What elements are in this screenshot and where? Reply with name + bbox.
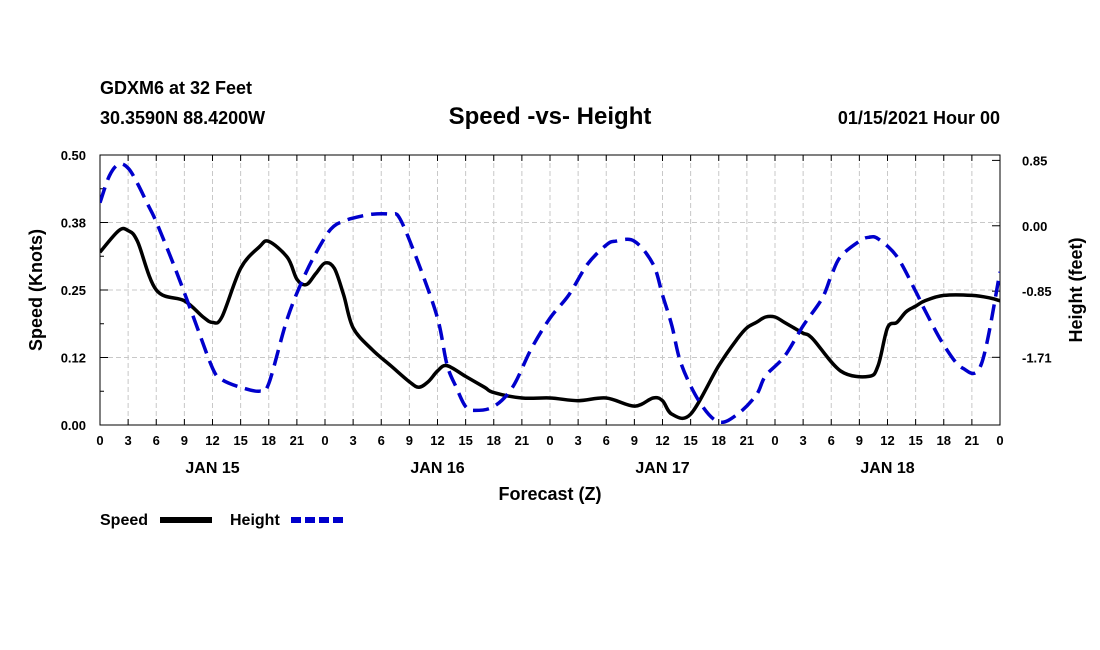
x-day-label: JAN 17	[635, 460, 689, 477]
x-tick-label: 18	[712, 433, 726, 448]
x-tick-label: 12	[655, 433, 669, 448]
x-tick-label: 18	[262, 433, 276, 448]
x-tick-label: 6	[378, 433, 385, 448]
series-line-speed	[100, 226, 1000, 421]
x-axis-label: Forecast (Z)	[498, 484, 601, 504]
x-tick-label: 0	[996, 433, 1003, 448]
x-tick-label: 12	[880, 433, 894, 448]
station-label: GDXM6 at 32 Feet	[100, 78, 252, 98]
x-day-label: JAN 18	[860, 460, 914, 477]
x-tick-label: 3	[575, 433, 582, 448]
legend: Speed Height	[100, 512, 343, 529]
x-tick-label: 3	[800, 433, 807, 448]
location-label: 30.3590N 88.4200W	[100, 108, 265, 128]
y-tick-label: 0.38	[61, 216, 86, 231]
y-axis-label: Speed (Knots)	[26, 229, 46, 351]
x-tick-label: 9	[406, 433, 413, 448]
x-tick-label: 15	[908, 433, 922, 448]
x-day-label: JAN 15	[185, 460, 239, 477]
x-tick-label: 12	[205, 433, 219, 448]
x-tick-label: 0	[321, 433, 328, 448]
x-tick-label: 18	[487, 433, 501, 448]
series-line-height	[100, 162, 1000, 425]
x-day-label: JAN 16	[410, 460, 464, 477]
x-tick-label: 21	[290, 433, 304, 448]
y2-axis-label: Height (feet)	[1066, 238, 1086, 343]
x-tick-label: 21	[740, 433, 754, 448]
y-tick-label: 0.12	[61, 351, 86, 366]
legend-speed-label: Speed	[100, 512, 148, 529]
x-tick-label: 9	[856, 433, 863, 448]
x-tick-label: 15	[458, 433, 472, 448]
x-tick-label: 15	[683, 433, 697, 448]
x-tick-label: 3	[125, 433, 132, 448]
y2-tick-label: -1.71	[1022, 350, 1052, 365]
run-time-label: 01/15/2021 Hour 00	[838, 108, 1000, 128]
x-tick-label: 0	[771, 433, 778, 448]
x-tick-label: 9	[181, 433, 188, 448]
data-series	[100, 162, 1000, 425]
x-tick-label: 6	[153, 433, 160, 448]
x-tick-label: 21	[515, 433, 529, 448]
grid-lines	[100, 155, 1000, 425]
x-tick-label: 0	[96, 433, 103, 448]
x-tick-label: 12	[430, 433, 444, 448]
x-tick-label: 6	[603, 433, 610, 448]
x-tick-label: 0	[546, 433, 553, 448]
x-tick-label: 15	[233, 433, 247, 448]
x-tick-label: 21	[965, 433, 979, 448]
x-tick-label: 3	[350, 433, 357, 448]
axes: 0 3 6 9 12 15 18 21 0 3 6 9 12 15 18 21 0 3 6 9 12 15 18 21 0 3 6 9…	[61, 148, 1052, 477]
y2-tick-label: -0.85	[1022, 284, 1052, 299]
x-tick-label: 18	[937, 433, 951, 448]
x-tick-label: 9	[631, 433, 638, 448]
x-tick-label: 6	[828, 433, 835, 448]
y2-tick-label: 0.00	[1022, 219, 1047, 234]
y-tick-label: 0.25	[61, 283, 86, 298]
y-tick-label: 0.50	[61, 148, 86, 163]
chart-title: Speed -vs- Height	[449, 103, 652, 130]
y-tick-label: 0.00	[61, 418, 86, 433]
legend-height-label: Height	[230, 512, 280, 529]
y2-tick-label: 0.85	[1022, 153, 1047, 168]
